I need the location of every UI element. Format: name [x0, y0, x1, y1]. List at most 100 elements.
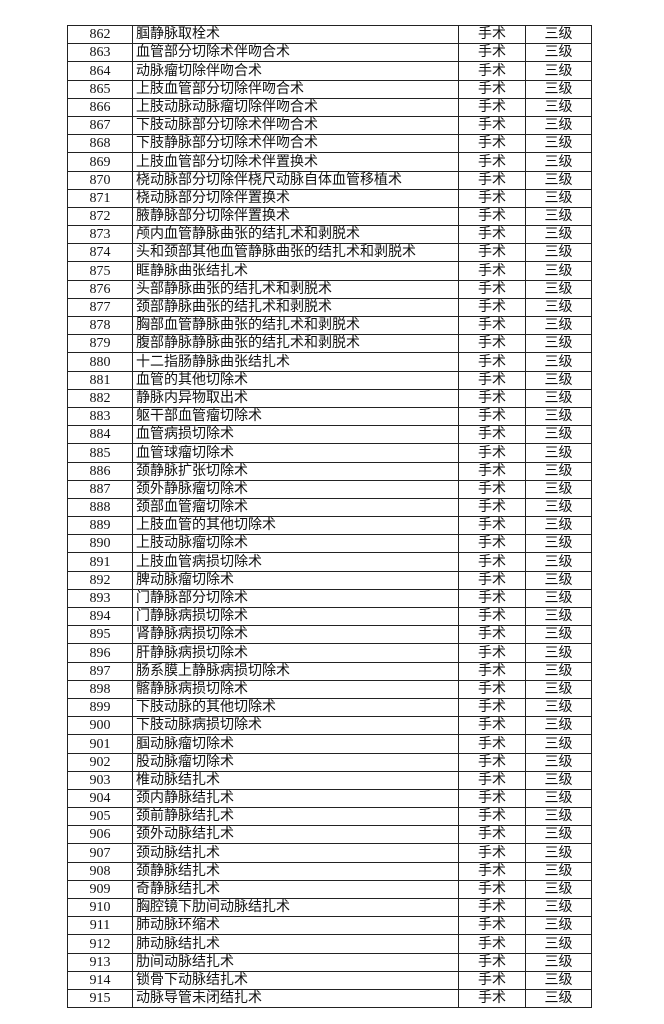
row-number: 884 [67, 425, 133, 445]
row-number: 883 [67, 406, 133, 427]
table-row: 882 静脉内异物取出术 手术 三级 [67, 388, 592, 408]
row-number: 876 [67, 279, 133, 299]
procedure-name: 腋静脉部分切除伴置换术 [132, 206, 459, 227]
table-row: 899 下肢动脉的其他切除术 手术 三级 [67, 697, 592, 718]
procedure-name: 奇静脉结扎术 [132, 879, 459, 900]
procedure-type: 手术 [458, 297, 526, 318]
table-row: 897 肠系膜上静脉病损切除术 手术 三级 [67, 661, 592, 681]
procedure-type: 手术 [458, 24, 526, 45]
row-number: 882 [67, 388, 133, 408]
table-row: 889 上肢血管的其他切除术 手术 三级 [67, 516, 592, 536]
procedure-type: 手术 [458, 425, 526, 445]
table-row: 906 颈外动脉结扎术 手术 三级 [67, 825, 592, 845]
procedure-name: 下肢动脉的其他切除术 [132, 697, 459, 718]
procedure-level: 三级 [525, 897, 592, 918]
procedure-level: 三级 [525, 279, 592, 299]
table-row: 879 腹部静脉静脉曲张的结扎术和剥脱术 手术 三级 [67, 334, 592, 354]
table-row: 895 肾静脉病损切除术 手术 三级 [67, 625, 592, 645]
procedure-level: 三级 [525, 570, 592, 590]
table-row: 894 门静脉病损切除术 手术 三级 [67, 606, 592, 627]
row-number: 896 [67, 643, 133, 663]
procedure-name: 颈动脉结扎术 [132, 843, 459, 863]
table-row: 898 髂静脉病损切除术 手术 三级 [67, 679, 592, 699]
row-number: 872 [67, 206, 133, 227]
row-number: 904 [67, 788, 133, 809]
procedure-type: 手术 [458, 679, 526, 699]
procedure-name: 血管部分切除术伴吻合术 [132, 43, 459, 63]
table-row: 892 脾动脉瘤切除术 手术 三级 [67, 570, 592, 590]
row-number: 912 [67, 934, 133, 954]
procedure-name: 颈静脉扩张切除术 [132, 461, 459, 481]
table-row: 883 躯干部血管瘤切除术 手术 三级 [67, 406, 592, 427]
procedure-level: 三级 [525, 24, 592, 45]
procedure-name: 眶静脉曲张结扎术 [132, 261, 459, 281]
row-number: 907 [67, 843, 133, 863]
procedure-type: 手术 [458, 388, 526, 408]
procedure-type: 手术 [458, 225, 526, 245]
table-row: 881 血管的其他切除术 手术 三级 [67, 370, 592, 390]
procedure-type: 手术 [458, 443, 526, 463]
procedure-type: 手术 [458, 97, 526, 117]
procedure-name: 下肢静脉部分切除术伴吻合术 [132, 134, 459, 154]
row-number: 890 [67, 534, 133, 554]
procedure-name: 动脉导管未闭结扎术 [132, 988, 459, 1009]
row-number: 905 [67, 807, 133, 827]
procedure-type: 手术 [458, 770, 526, 790]
procedure-level: 三级 [525, 770, 592, 790]
table-row: 884 血管病损切除术 手术 三级 [67, 425, 592, 445]
table-row: 864 动脉瘤切除伴吻合术 手术 三级 [67, 61, 592, 81]
row-number: 902 [67, 752, 133, 772]
procedure-level: 三级 [525, 788, 592, 809]
procedure-type: 手术 [458, 352, 526, 372]
table-row: 890 上肢动脉瘤切除术 手术 三级 [67, 534, 592, 554]
procedure-type: 手术 [458, 661, 526, 681]
procedure-level: 三级 [525, 170, 592, 190]
table-row: 901 腘动脉瘤切除术 手术 三级 [67, 734, 592, 754]
row-number: 897 [67, 661, 133, 681]
procedure-type: 手术 [458, 206, 526, 227]
procedure-name: 肺动脉结扎术 [132, 934, 459, 954]
row-number: 886 [67, 461, 133, 481]
procedure-name: 椎动脉结扎术 [132, 770, 459, 790]
procedure-type: 手术 [458, 897, 526, 918]
table-row: 862 腘静脉取栓术 手术 三级 [67, 24, 592, 45]
table-row: 877 颈部静脉曲张的结扎术和剥脱术 手术 三级 [67, 297, 592, 318]
table-row: 885 血管球瘤切除术 手术 三级 [67, 443, 592, 463]
procedure-level: 三级 [525, 988, 592, 1009]
procedure-name: 肝静脉病损切除术 [132, 643, 459, 663]
procedure-name: 动脉瘤切除伴吻合术 [132, 61, 459, 81]
procedure-type: 手术 [458, 625, 526, 645]
procedure-name: 脾动脉瘤切除术 [132, 570, 459, 590]
row-number: 868 [67, 134, 133, 154]
procedure-name: 腘动脉瘤切除术 [132, 734, 459, 754]
procedure-level: 三级 [525, 970, 592, 990]
procedure-name: 颈静脉结扎术 [132, 861, 459, 881]
row-number: 893 [67, 588, 133, 609]
table-row: 888 颈部血管瘤切除术 手术 三级 [67, 497, 592, 518]
row-number: 891 [67, 552, 133, 572]
procedure-level: 三级 [525, 606, 592, 627]
table-row: 875 眶静脉曲张结扎术 手术 三级 [67, 261, 592, 281]
row-number: 863 [67, 43, 133, 63]
table-row: 873 颅内血管静脉曲张的结扎术和剥脱术 手术 三级 [67, 225, 592, 245]
table-row: 876 头部静脉曲张的结扎术和剥脱术 手术 三级 [67, 279, 592, 299]
procedure-name: 上肢动脉动脉瘤切除伴吻合术 [132, 97, 459, 117]
table-row: 865 上肢血管部分切除伴吻合术 手术 三级 [67, 79, 592, 99]
procedure-level: 三级 [525, 843, 592, 863]
procedure-level: 三级 [525, 388, 592, 408]
table-row: 902 股动脉瘤切除术 手术 三级 [67, 752, 592, 772]
procedure-type: 手术 [458, 570, 526, 590]
procedure-type: 手术 [458, 952, 526, 972]
procedure-type: 手术 [458, 934, 526, 954]
table-row: 893 门静脉部分切除术 手术 三级 [67, 588, 592, 609]
table-row: 908 颈静脉结扎术 手术 三级 [67, 861, 592, 881]
table-row: 911 肺动脉环缩术 手术 三级 [67, 916, 592, 936]
procedure-level: 三级 [525, 861, 592, 881]
table-row: 907 颈动脉结扎术 手术 三级 [67, 843, 592, 863]
row-number: 874 [67, 243, 133, 263]
procedure-type: 手术 [458, 170, 526, 190]
table-row: 866 上肢动脉动脉瘤切除伴吻合术 手术 三级 [67, 97, 592, 117]
procedure-name: 颈部血管瘤切除术 [132, 497, 459, 518]
procedure-level: 三级 [525, 152, 592, 172]
procedure-table-body: 862 腘静脉取栓术 手术 三级 863 血管部分切除术伴吻合术 手术 三级 864 动脉瘤切除伴… [67, 24, 592, 1009]
